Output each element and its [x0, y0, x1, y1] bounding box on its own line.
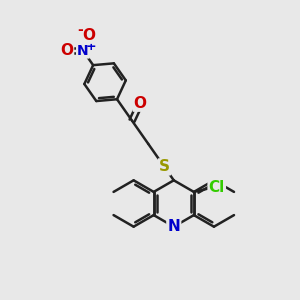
- Text: +: +: [86, 40, 97, 53]
- Text: O: O: [134, 96, 147, 111]
- Text: O: O: [82, 28, 95, 43]
- Text: -: -: [77, 23, 83, 37]
- Text: Cl: Cl: [208, 180, 225, 195]
- Text: O: O: [60, 43, 73, 58]
- Text: S: S: [159, 159, 170, 174]
- Text: N: N: [167, 219, 180, 234]
- Text: N: N: [77, 44, 89, 58]
